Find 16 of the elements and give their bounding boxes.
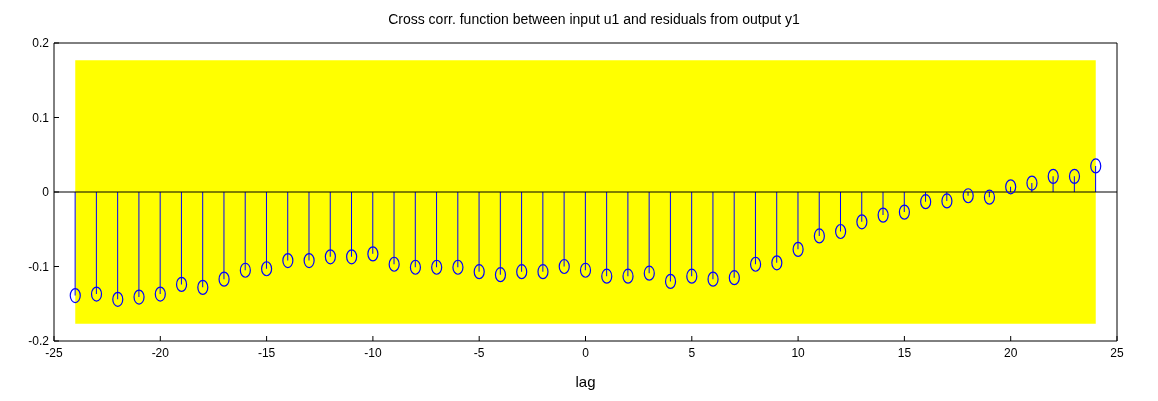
x-tick-label: 5 (688, 345, 696, 360)
x-tick-label: 0 (582, 345, 590, 360)
y-tick-label: -0.1 (28, 259, 50, 274)
y-tick-label: 0.2 (32, 36, 50, 51)
x-tick-label: 10 (791, 345, 806, 360)
x-tick-label: -10 (364, 345, 382, 360)
y-tick-label: 0.1 (32, 110, 50, 125)
x-tick-label: 15 (897, 345, 912, 360)
chart-title: Cross corr. function between input u1 and residuals from output y1 (387, 10, 801, 29)
x-tick-label: -20 (151, 345, 170, 360)
x-tick-label: 20 (1004, 345, 1018, 360)
x-axis-title: lag (575, 373, 596, 390)
x-tick-label: -5 (473, 345, 485, 360)
x-tick-label: -15 (257, 345, 276, 360)
y-tick-label: 0 (42, 185, 50, 200)
x-tick-label: 25 (1110, 345, 1124, 360)
